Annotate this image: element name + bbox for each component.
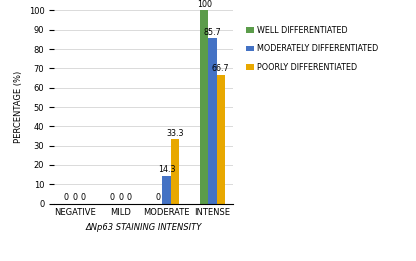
- Text: 14.3: 14.3: [158, 165, 175, 174]
- Text: 0: 0: [110, 193, 115, 202]
- Text: 0: 0: [156, 193, 161, 202]
- Bar: [162, 176, 171, 204]
- Y-axis label: PERCENTAGE (%): PERCENTAGE (%): [14, 71, 23, 143]
- Text: 0: 0: [118, 193, 123, 202]
- Legend: WELL DIFFERENTIATED, MODERATELY DIFFERENTIATED, POORLY DIFFERENTIATED: WELL DIFFERENTIATED, MODERATELY DIFFEREN…: [244, 24, 380, 74]
- Text: 0: 0: [64, 193, 69, 202]
- Bar: [171, 139, 179, 204]
- Text: 0: 0: [126, 193, 131, 202]
- Text: 100: 100: [197, 0, 212, 9]
- Bar: [208, 38, 217, 204]
- Text: 85.7: 85.7: [203, 27, 221, 37]
- Text: 66.7: 66.7: [212, 64, 230, 73]
- Bar: [217, 75, 225, 204]
- Text: 0: 0: [72, 193, 77, 202]
- Bar: [200, 10, 208, 204]
- Text: 0: 0: [80, 193, 85, 202]
- Text: 33.3: 33.3: [166, 129, 183, 138]
- X-axis label: ΔNp63 STAINING INTENSITY: ΔNp63 STAINING INTENSITY: [85, 223, 202, 232]
